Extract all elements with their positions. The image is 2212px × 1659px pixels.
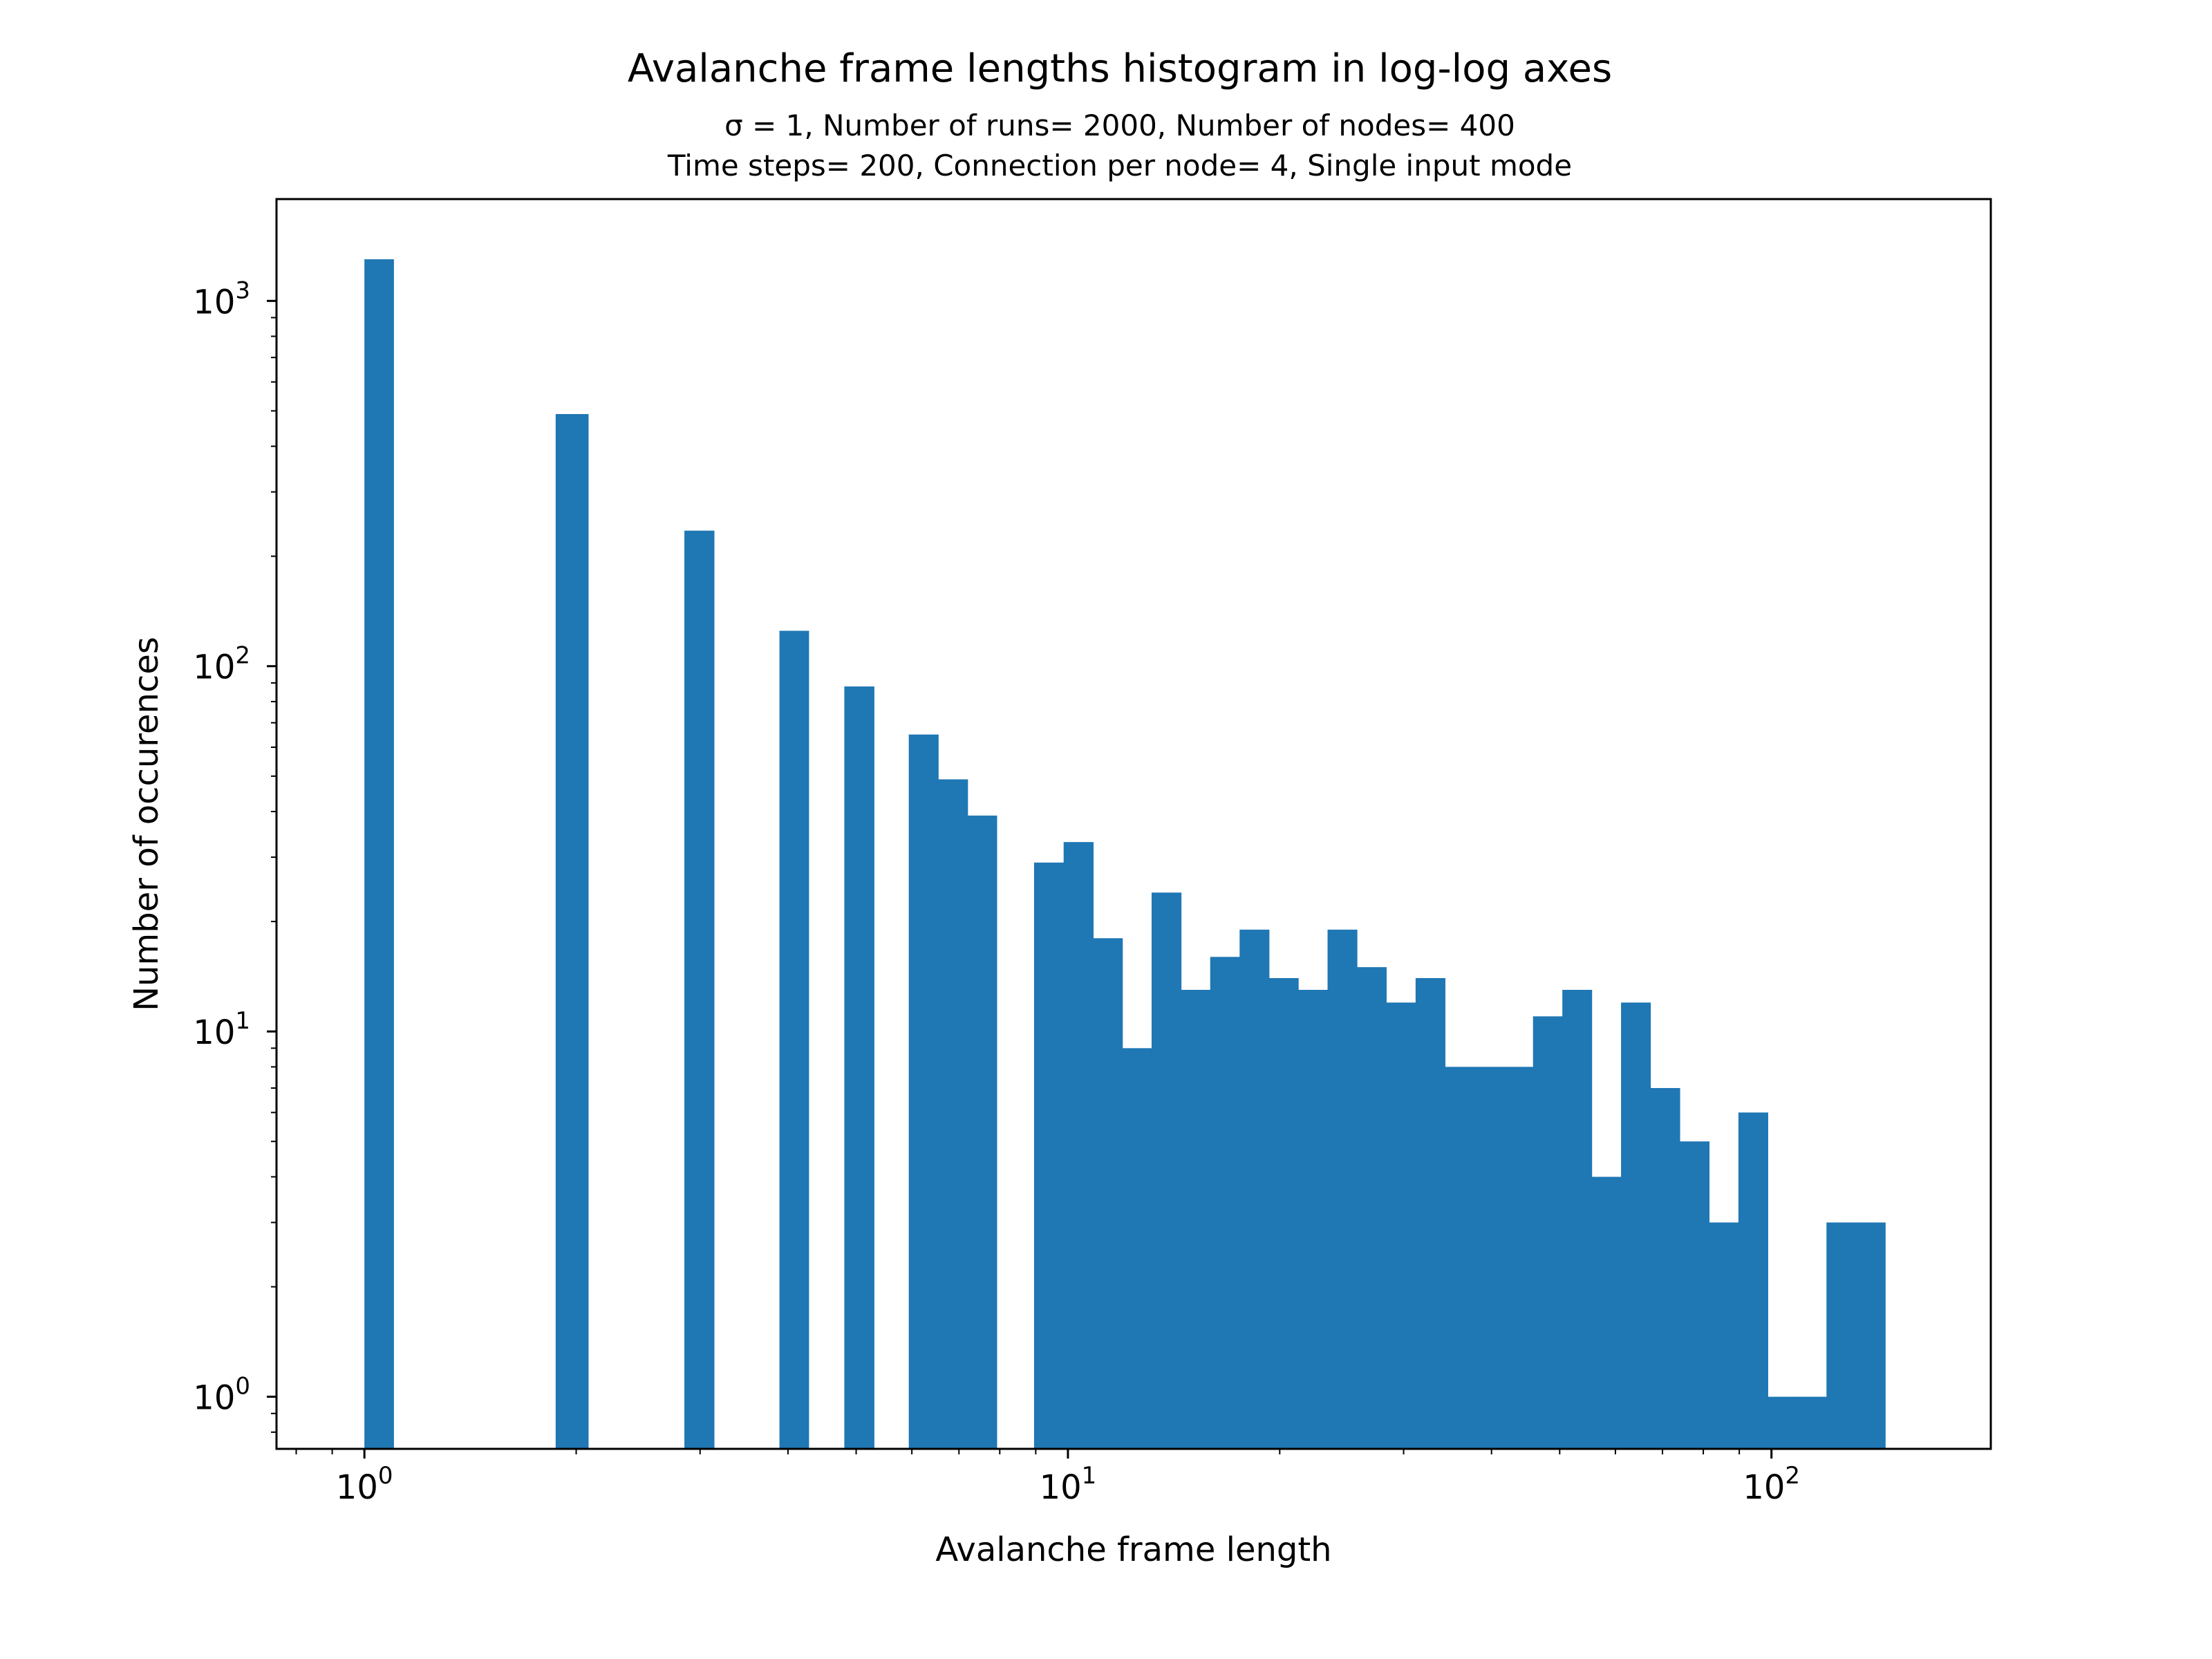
histogram-bar-17 [1298, 989, 1329, 1449]
histogram-bar-13 [1181, 989, 1211, 1449]
histogram-bar-34 [1797, 1396, 1827, 1449]
x-tick-label-1: 101 [1040, 1462, 1097, 1507]
histogram-bar-4 [844, 686, 874, 1449]
histogram-bar-31 [1709, 1222, 1739, 1449]
histogram-bar-2 [684, 530, 715, 1449]
histogram-bar-22 [1445, 1067, 1475, 1449]
x-tick-label-2: 102 [1743, 1462, 1800, 1507]
histogram-bar-21 [1415, 977, 1445, 1449]
histogram-bar-24 [1503, 1067, 1534, 1449]
chart-title: Avalanche frame lengths histogram in log… [628, 46, 1612, 91]
y-tick-label-3: 103 [193, 276, 250, 321]
histogram-bar-9 [1063, 842, 1094, 1449]
histogram-bar-10 [1093, 938, 1123, 1449]
y-tick-label-2: 102 [193, 642, 250, 687]
histogram-bar-28 [1621, 1002, 1651, 1449]
histogram-bar-26 [1562, 989, 1593, 1449]
histogram-bar-32 [1738, 1112, 1768, 1449]
histogram-bar-3 [779, 630, 809, 1449]
histogram-bar-15 [1239, 929, 1270, 1449]
histogram-bar-20 [1386, 1002, 1416, 1449]
histogram-bars [364, 259, 1886, 1450]
y-tick-label-1: 101 [193, 1007, 250, 1052]
histogram-bar-6 [938, 779, 968, 1449]
histogram-bar-5 [908, 734, 939, 1449]
y-axis-label: Number of occurences [127, 637, 166, 1011]
histogram-bar-36 [1855, 1222, 1886, 1449]
histogram-bar-35 [1826, 1222, 1857, 1449]
histogram-bar-19 [1357, 967, 1387, 1449]
histogram-bar-16 [1268, 977, 1299, 1449]
x-axis-ticks: 100 101 102 [295, 1449, 1800, 1507]
histogram-bar-30 [1679, 1141, 1710, 1449]
x-tick-label-0: 100 [336, 1462, 393, 1507]
histogram-bar-33 [1768, 1396, 1798, 1449]
histogram-bar-7 [967, 815, 997, 1449]
histogram-bar-29 [1650, 1088, 1680, 1449]
histogram-bar-27 [1591, 1177, 1622, 1449]
y-axis-ticks: 100 101 102 103 [193, 276, 276, 1433]
histogram-bar-12 [1151, 892, 1182, 1449]
y-tick-label-0: 100 [193, 1373, 250, 1418]
x-axis-label: Avalanche frame length [935, 1530, 1331, 1569]
histogram-bar-8 [1033, 862, 1065, 1449]
histogram-bar-11 [1122, 1048, 1152, 1449]
plot-area-frame [275, 198, 1992, 1450]
histogram-bar-25 [1533, 1016, 1563, 1449]
chart-subtitle-line-1: σ = 1, Number of runs= 2000, Number of n… [724, 109, 1515, 142]
histogram-bar-14 [1210, 957, 1240, 1449]
histogram-bar-1 [555, 414, 589, 1449]
histogram-bar-23 [1474, 1067, 1504, 1449]
histogram-bar-0 [364, 259, 394, 1450]
histogram-bar-18 [1327, 929, 1358, 1449]
chart-subtitle-line-2: Time steps= 200, Connection per node= 4,… [667, 149, 1572, 182]
